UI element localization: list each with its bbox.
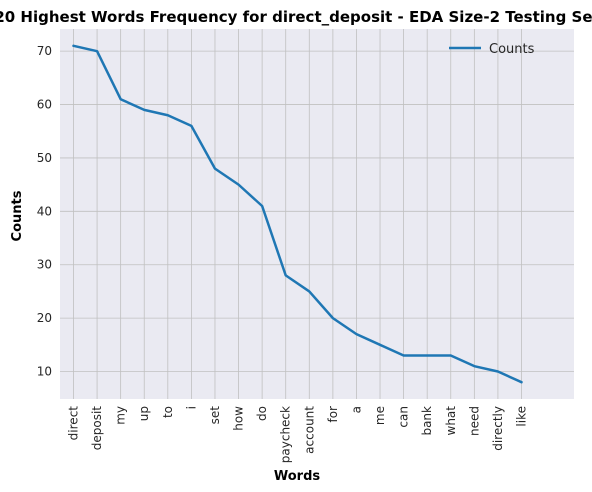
x-tick-label: what bbox=[444, 406, 458, 436]
x-tick-label: to bbox=[161, 406, 175, 418]
y-tick-label: 30 bbox=[37, 258, 52, 272]
x-tick-labels: direct deposit my up to i set how do paycheck acco… bbox=[67, 406, 529, 464]
x-tick-label: up bbox=[137, 406, 151, 421]
x-tick-label: need bbox=[467, 406, 481, 436]
x-tick-label: for bbox=[326, 406, 340, 423]
x-axis-label: Words bbox=[274, 469, 321, 484]
x-tick-label: can bbox=[397, 406, 411, 428]
y-axis-label: Counts bbox=[10, 190, 25, 241]
x-tick-label: directly bbox=[491, 406, 505, 451]
x-tick-label: account bbox=[302, 406, 316, 454]
y-tick-label: 50 bbox=[37, 151, 52, 165]
y-tick-label: 10 bbox=[37, 365, 52, 379]
x-tick-label: a bbox=[349, 406, 363, 413]
series-lines bbox=[72, 44, 523, 384]
grid-lines bbox=[60, 29, 574, 399]
y-tick-label: 40 bbox=[37, 204, 52, 218]
x-tick-label: paycheck bbox=[279, 406, 293, 463]
x-tick-label: me bbox=[373, 406, 387, 425]
x-tick-label: like bbox=[515, 406, 529, 427]
x-tick-label: i bbox=[184, 406, 198, 409]
y-tick-labels: 10 20 30 40 50 60 70 bbox=[37, 44, 52, 378]
x-tick-label: how bbox=[232, 406, 246, 431]
y-tick-label: 60 bbox=[37, 98, 52, 112]
x-tick-label: do bbox=[255, 406, 269, 421]
y-tick-label: 70 bbox=[37, 44, 52, 58]
x-tick-label: deposit bbox=[90, 406, 104, 451]
legend: Counts bbox=[449, 42, 535, 57]
x-tick-label: my bbox=[114, 406, 128, 425]
x-tick-label: set bbox=[208, 406, 222, 425]
series-line bbox=[72, 44, 523, 384]
chart-title: 20 Highest Words Frequency for direct_de… bbox=[0, 8, 592, 26]
plot-area bbox=[60, 29, 574, 399]
legend-label: Counts bbox=[489, 42, 535, 57]
x-tick-label: direct bbox=[67, 406, 81, 441]
y-tick-label: 20 bbox=[37, 311, 52, 325]
x-tick-label: bank bbox=[420, 406, 434, 436]
